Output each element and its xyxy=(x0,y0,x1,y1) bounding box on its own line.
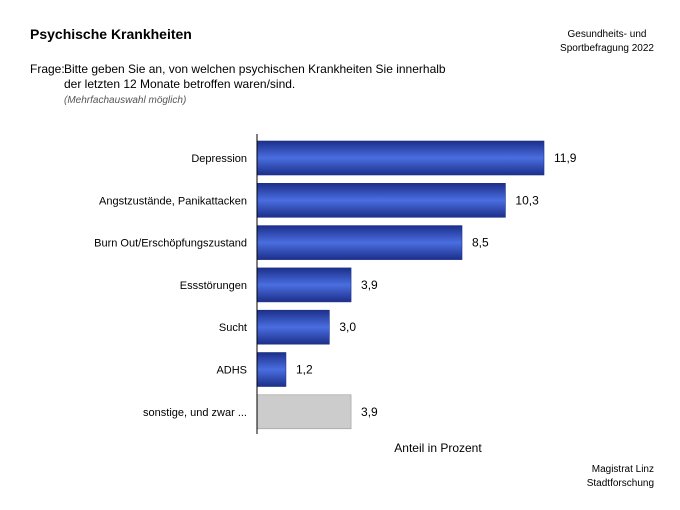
bar-2 xyxy=(256,225,463,260)
chart-title: Psychische Krankheiten xyxy=(30,26,192,42)
bar-3 xyxy=(256,267,352,303)
source-line-2: Sportbefragung 2022 xyxy=(560,43,654,54)
question-note: (Mehrfachauswahl möglich) xyxy=(64,95,187,106)
footer-line-1: Magistrat Linz xyxy=(591,464,654,475)
bar-5 xyxy=(256,352,287,387)
category-label-0: Depression xyxy=(191,153,247,165)
bar-4 xyxy=(256,309,330,345)
value-label-5: 1,2 xyxy=(296,363,313,377)
category-label-4: Sucht xyxy=(219,322,247,334)
value-label-2: 8,5 xyxy=(472,236,489,250)
value-label-4: 3,0 xyxy=(339,320,356,334)
question-line-1: Bitte geben Sie an, von welchen psychisc… xyxy=(64,62,446,76)
footer-line-2: Stadtforschung xyxy=(586,478,654,489)
question-label: Frage: xyxy=(30,62,65,76)
bar-6 xyxy=(256,394,352,430)
category-label-3: Essstörungen xyxy=(180,280,247,292)
bar-1 xyxy=(256,183,506,218)
value-label-1: 10,3 xyxy=(515,193,539,207)
source-note: Gesundheits- und Sportbefragung 2022 xyxy=(560,28,654,56)
x-axis-label: Anteil in Prozent xyxy=(394,441,482,455)
question-text: Bitte geben Sie an, von welchen psychisc… xyxy=(64,62,504,92)
question-line-2: der letzten 12 Monate betroffen waren/si… xyxy=(64,77,296,91)
bar-0 xyxy=(256,140,545,176)
category-label-5: ADHS xyxy=(216,365,247,377)
category-label-1: Angstzustände, Panikattacken xyxy=(99,195,247,207)
source-line-1: Gesundheits- und xyxy=(567,29,647,40)
footer-credit: Magistrat Linz Stadtforschung xyxy=(587,463,654,491)
category-label-2: Burn Out/Erschöpfungszustand xyxy=(94,238,247,250)
value-label-3: 3,9 xyxy=(361,278,378,292)
value-label-6: 3,9 xyxy=(361,405,378,419)
category-label-6: sonstige, und zwar ... xyxy=(143,407,247,419)
value-label-0: 11,9 xyxy=(554,151,577,165)
